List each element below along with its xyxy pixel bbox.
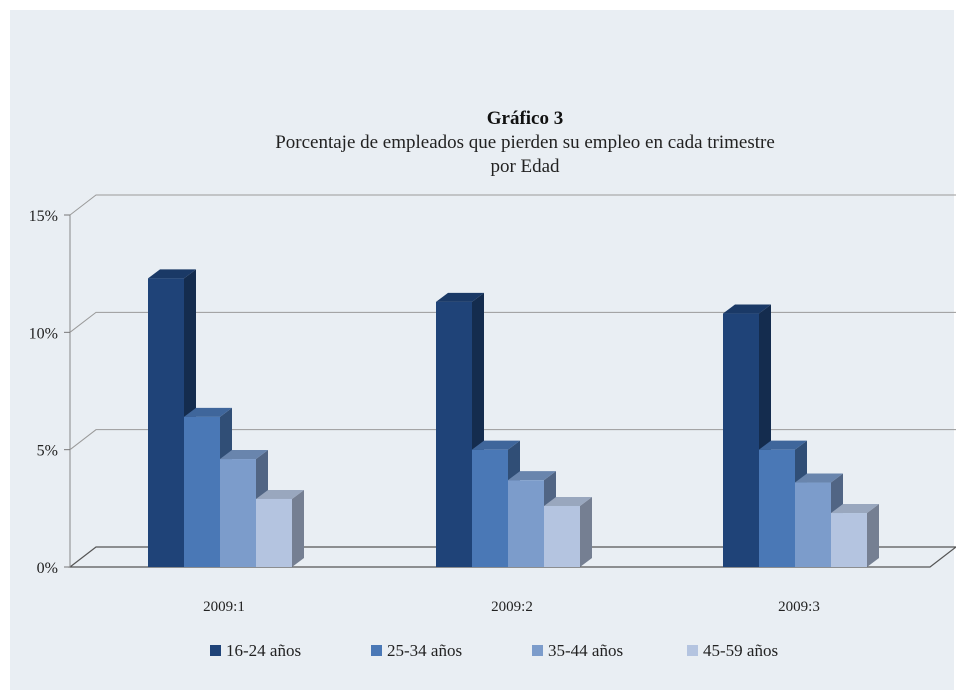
- legend-item: 35-44 años: [532, 641, 623, 660]
- legend-item: 45-59 años: [687, 641, 778, 660]
- legend-item: 25-34 años: [371, 641, 462, 660]
- y-axis-ticks: 0% 5% 10% 15%: [29, 208, 70, 577]
- legend-item: 16-24 años: [210, 641, 301, 660]
- y-tick-label: 15%: [29, 208, 58, 225]
- x-category-label: 2009:3: [778, 599, 820, 615]
- x-axis-categories: 2009:1 2009:2 2009:3: [203, 599, 820, 615]
- bar: [723, 304, 771, 567]
- legend-label: 45-59 años: [703, 641, 778, 660]
- bar: [544, 496, 592, 567]
- gridlines: [69, 194, 956, 451]
- chart-title: Gráfico 3: [487, 108, 564, 129]
- legend-swatch: [532, 645, 543, 656]
- chart-subtitle-line-1: Porcentaje de empleados que pierden su e…: [275, 132, 775, 153]
- y-tick-label: 10%: [29, 325, 58, 342]
- legend-swatch: [210, 645, 221, 656]
- legend-label: 35-44 años: [548, 641, 623, 660]
- legend-label: 25-34 años: [387, 641, 462, 660]
- gridline: [69, 311, 956, 333]
- bars: [148, 269, 879, 567]
- bar: [256, 489, 304, 567]
- x-category-label: 2009:2: [491, 599, 533, 615]
- chart-subtitle-line-2: por Edad: [490, 156, 560, 177]
- y-tick-label: 0%: [37, 560, 58, 577]
- x-category-label: 2009:1: [203, 599, 245, 615]
- gridline: [69, 429, 956, 451]
- legend-swatch: [371, 645, 382, 656]
- gridline: [69, 194, 956, 216]
- plot-floor: [68, 546, 956, 568]
- legend-label: 16-24 años: [226, 641, 301, 660]
- bar: [831, 504, 879, 567]
- legend-swatch: [687, 645, 698, 656]
- plot-walls: [68, 215, 956, 568]
- y-tick-label: 5%: [37, 443, 58, 460]
- legend: 16-24 años 25-34 años 35-44 años 45-59 años: [210, 641, 778, 660]
